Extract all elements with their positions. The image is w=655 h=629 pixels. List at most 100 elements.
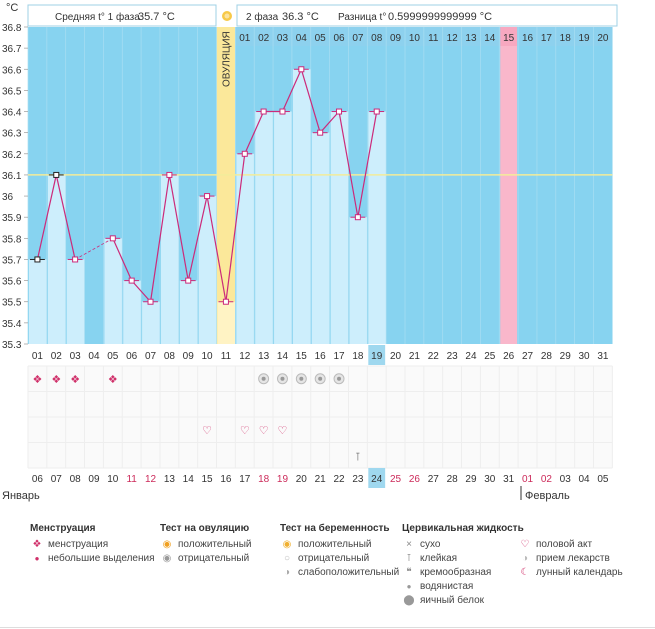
date-label: 16 — [220, 474, 232, 485]
ovulation-test-negative-icon-core — [261, 376, 266, 381]
heart-icon: ♡ — [520, 539, 530, 550]
heart-icon: ♡ — [278, 425, 288, 437]
sticky-icon: ⊺ — [355, 451, 361, 463]
top-day-label: 16 — [522, 33, 534, 44]
temperature-chart: °C Средняя t° 1 фаза 35.7 °C 2 фаза 36.3… — [2, 2, 618, 502]
date-label: 14 — [183, 474, 195, 485]
legend-ovulation-test: Тест на овуляцию ◉ положительный ◉ отрицат… — [160, 522, 251, 566]
temperature-bar — [330, 111, 349, 345]
ovulation-test-negative-icon-core — [299, 376, 304, 381]
cycle-day-label: 07 — [145, 351, 157, 362]
legend-item-label: положительный — [298, 539, 372, 550]
legend-item-label: небольшие выделения — [48, 553, 155, 564]
cycle-day-label: 10 — [202, 351, 214, 362]
date-label: 24 — [371, 474, 383, 485]
temperature-bar — [217, 301, 236, 344]
y-tick-label: 36.1 — [2, 171, 22, 182]
legend-item: ◉ отрицательный — [160, 552, 251, 566]
cycle-day-label: 31 — [597, 351, 609, 362]
legend-ovulation-title: Тест на овуляцию — [160, 523, 250, 534]
drop-icon: ● — [34, 554, 40, 563]
legend: Менструация ❖ менструация ● небольшие выде… — [0, 516, 655, 629]
menstruation-icon: ❖ — [108, 374, 118, 386]
legend-item: ❖ менструация — [30, 538, 155, 552]
date-label: 07 — [51, 474, 63, 485]
legend-item: ☾ лунный календарь — [518, 566, 623, 580]
top-day-highlight — [500, 27, 518, 46]
temperature-point — [354, 214, 361, 221]
top-day-label: 11 — [428, 33, 439, 44]
cycle-day-label: 13 — [258, 351, 270, 362]
cycle-day-label: 17 — [333, 351, 345, 362]
date-label: 02 — [541, 474, 553, 485]
cycle-day-label: 01 — [32, 351, 44, 362]
legend-item-label: клейкая — [420, 553, 458, 564]
top-day-label: 04 — [296, 33, 308, 44]
legend-other: ♡ половой акт ◑ прием лекарств ☾ лунный кал… — [518, 538, 623, 580]
date-label: 10 — [107, 474, 119, 485]
header-right-box — [236, 4, 618, 27]
date-label: 31 — [503, 474, 515, 485]
pill-icon: ◑ — [521, 553, 529, 564]
date-label: 04 — [579, 474, 591, 485]
temperature-point — [222, 298, 229, 305]
y-tick-label: 35.4 — [2, 319, 22, 330]
heart-icon: ♡ — [259, 425, 269, 437]
heart-icon: ♡ — [202, 425, 212, 437]
temperature-bar — [142, 301, 160, 344]
temperature-line-segment — [281, 69, 302, 112]
temperature-point — [109, 235, 116, 242]
date-label: 13 — [164, 474, 176, 485]
temperature-line-segment — [112, 238, 133, 281]
date-label: 26 — [409, 474, 421, 485]
temperature-line-segment — [55, 174, 76, 260]
y-tick-label: 36.8 — [2, 23, 22, 34]
cycle-day-label: 28 — [541, 351, 553, 362]
menstruation-icon: ❖ — [51, 374, 61, 386]
temperature-bar — [292, 69, 311, 345]
watery-icon: ● — [406, 582, 412, 591]
date-highlight — [368, 468, 386, 488]
ovulation-test-negative-icon-core — [337, 376, 342, 381]
top-day-label: 08 — [371, 33, 383, 44]
positive-test-icon: ◉ — [282, 539, 292, 550]
temperature-line-segment — [319, 111, 340, 134]
legend-menstruation-title: Менструация — [30, 523, 96, 534]
top-day-label: 12 — [447, 33, 459, 44]
menstruation-icon: ❖ — [70, 374, 80, 386]
temperature-point — [279, 108, 286, 115]
date-label: 03 — [560, 474, 572, 485]
temperature-point — [241, 150, 248, 157]
top-day-label: 17 — [541, 33, 553, 44]
legend-divider — [0, 627, 655, 628]
cycle-day-label: 03 — [70, 351, 82, 362]
cycle-day-label: 20 — [390, 351, 402, 362]
temperature-line-segment — [187, 195, 208, 281]
temperature-bar — [160, 174, 179, 344]
y-tick-label: 36.3 — [2, 129, 22, 140]
y-tick-label: 36.4 — [2, 108, 22, 119]
temperature-bar — [179, 280, 198, 344]
y-tick-label: 36.5 — [2, 86, 22, 97]
y-tick-label: 36 — [2, 192, 14, 203]
legend-item: ⊺ клейкая — [402, 552, 524, 566]
temperature-bar — [255, 111, 274, 345]
legend-item-label: половой акт — [536, 539, 593, 550]
temperature-point — [204, 193, 211, 200]
date-label: 12 — [145, 474, 157, 485]
date-label: 17 — [239, 474, 251, 485]
cycle-day-label: 18 — [352, 351, 364, 362]
temperature-bar — [236, 153, 255, 344]
date-label: 22 — [333, 474, 345, 485]
date-label: 25 — [390, 474, 402, 485]
temperature-bar — [29, 259, 47, 344]
sticky-icon: ⊺ — [406, 553, 412, 564]
legend-item: ● водянистая — [402, 580, 524, 594]
temperature-point — [260, 108, 267, 115]
legend-item: ♡ половой акт — [518, 538, 623, 552]
legend-item-label: сухо — [420, 539, 441, 550]
temperature-line-segment — [206, 195, 227, 302]
legend-item-label: лунный календарь — [536, 567, 623, 578]
top-day-label: 06 — [333, 33, 345, 44]
month-left: Январь — [2, 490, 40, 502]
